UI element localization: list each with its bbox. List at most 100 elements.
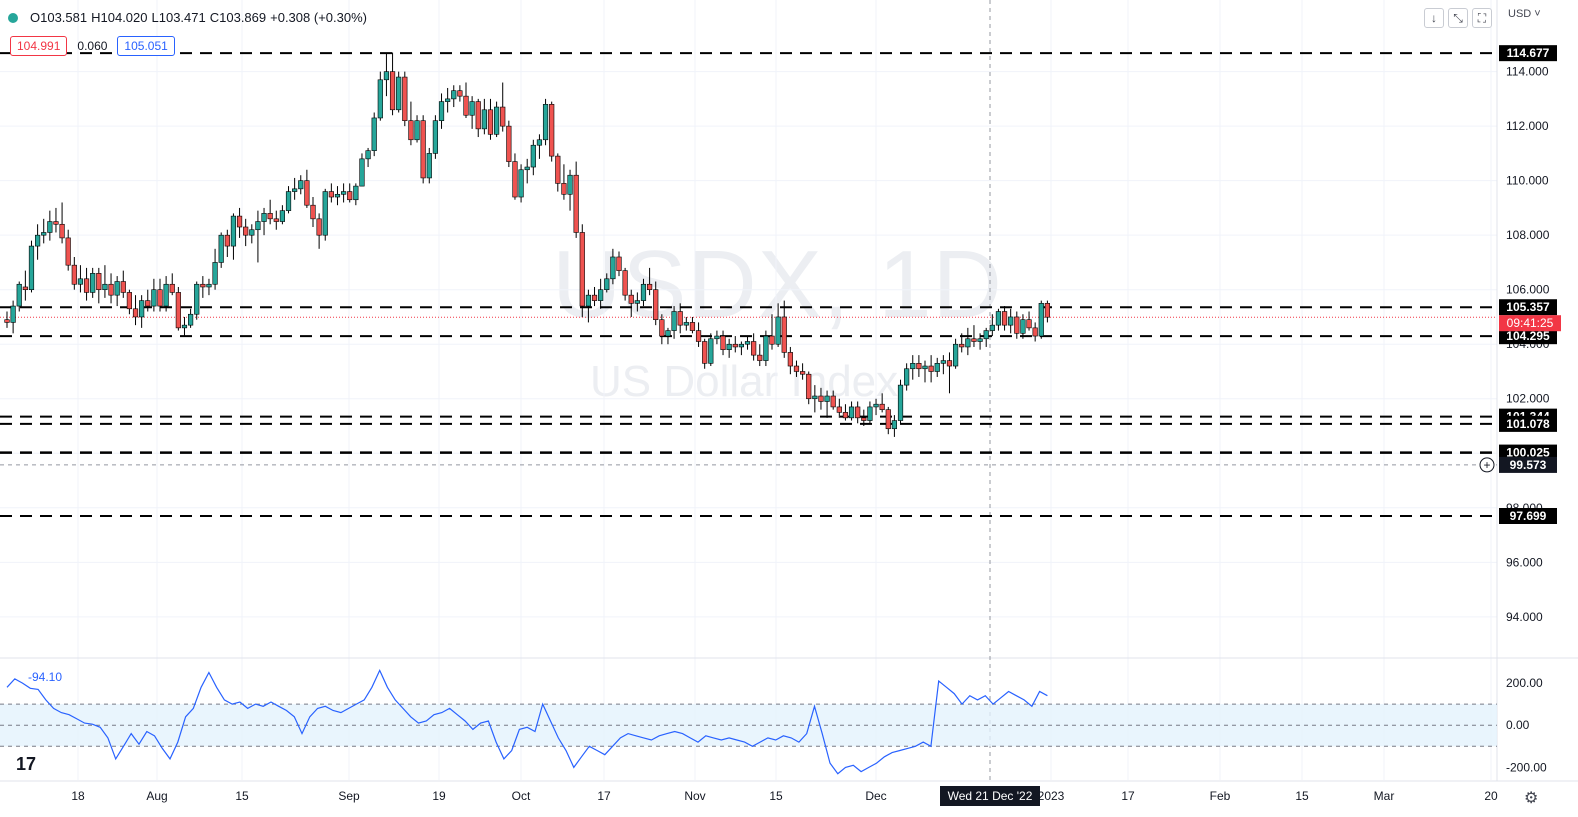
candle <box>175 286 181 331</box>
candle <box>702 338 708 369</box>
candle <box>512 153 518 200</box>
candle-body <box>904 368 910 386</box>
candle-body <box>451 90 457 100</box>
collapse-icon[interactable]: ⤡ <box>1448 8 1468 28</box>
candle <box>738 341 744 356</box>
candle-body <box>867 406 873 421</box>
candle <box>359 153 365 187</box>
candle <box>879 393 885 413</box>
settings-icon[interactable]: ⚙ <box>1524 790 1539 807</box>
y-tick-label: 112.000 <box>1506 119 1549 133</box>
candle-body <box>971 338 977 342</box>
candle <box>71 256 77 290</box>
candle <box>542 98 549 146</box>
candle-body <box>555 155 561 184</box>
candle <box>818 387 824 410</box>
candle-body <box>683 322 689 326</box>
candle <box>806 371 812 405</box>
candle <box>334 186 341 206</box>
buy-price-button[interactable]: 105.051 <box>117 36 175 56</box>
candle-body <box>322 191 328 236</box>
candle-body <box>702 341 708 364</box>
x-tick-label: 18 <box>71 789 85 803</box>
candle-body <box>824 395 830 402</box>
candle-body <box>285 191 292 211</box>
open-value: O103.581 <box>30 10 88 25</box>
candle <box>665 327 671 345</box>
candle-body <box>744 341 751 345</box>
last-price-label-bg <box>1499 315 1561 332</box>
candle <box>989 314 995 337</box>
arrow-down-icon[interactable]: ↓ <box>1424 8 1444 28</box>
candle-body <box>273 218 279 222</box>
candle <box>230 213 237 260</box>
candle <box>500 82 506 132</box>
candle <box>90 267 96 298</box>
candle <box>188 308 194 328</box>
candle-body <box>885 409 891 430</box>
candle-body <box>255 221 261 231</box>
candle-body <box>353 185 359 201</box>
add-alert-icon[interactable] <box>1479 457 1495 473</box>
candle-body <box>738 343 744 348</box>
candle-body <box>463 95 469 116</box>
candle <box>475 98 481 138</box>
candle-body <box>646 283 653 291</box>
candle <box>28 240 35 293</box>
candle-body <box>653 289 659 320</box>
candle-body <box>695 330 702 342</box>
candle <box>659 314 665 345</box>
candle <box>377 71 383 121</box>
candle-body <box>879 403 885 410</box>
x-tick-label: Feb <box>1210 789 1231 803</box>
candle-body <box>347 191 353 201</box>
candle-body <box>952 343 959 367</box>
candle-body <box>995 311 1002 326</box>
candle <box>671 306 677 339</box>
candle-body <box>799 371 806 375</box>
candle <box>451 85 457 108</box>
candle-body <box>438 101 445 121</box>
candle <box>555 153 561 192</box>
candle <box>585 289 591 323</box>
candle-body <box>71 264 77 285</box>
sell-price-button[interactable]: 104.991 <box>10 36 68 56</box>
y-tick-label: 96.000 <box>1506 555 1543 569</box>
level-price-label-bg <box>1499 45 1557 62</box>
x-tick-label: 17 <box>597 789 611 803</box>
candle-body <box>34 234 41 247</box>
candle <box>120 270 126 298</box>
candle <box>53 207 59 233</box>
candle <box>952 338 959 369</box>
candle <box>873 398 879 416</box>
candle-body <box>763 335 769 361</box>
candle <box>365 147 371 168</box>
candle-body <box>848 406 855 419</box>
ohlc-legend: O103.581 H104.020 L103.471 C103.869 +0.3… <box>8 10 367 25</box>
fullscreen-icon[interactable]: ⛶ <box>1472 8 1492 28</box>
candle-body <box>732 343 738 348</box>
candle-body <box>616 256 622 271</box>
candle-body <box>506 125 512 162</box>
candle <box>169 273 175 296</box>
candle-body <box>671 311 677 331</box>
candle-body <box>420 120 426 179</box>
last-price-countdown: 09:41:25 <box>1507 316 1554 330</box>
candle-body <box>432 120 439 154</box>
candle-body <box>188 313 194 326</box>
candle-body <box>640 283 647 301</box>
x-tick-label: Oct <box>512 789 531 803</box>
candle-body <box>983 330 989 340</box>
candle <box>463 82 469 118</box>
currency-selector[interactable]: USD ˅ <box>1508 8 1541 20</box>
candle <box>1038 300 1044 339</box>
candle-body <box>1001 311 1008 326</box>
candle <box>916 355 922 377</box>
x-tick-label: 15 <box>769 789 783 803</box>
candle-body <box>946 360 953 367</box>
candle <box>910 355 916 380</box>
candle-body <box>830 395 836 408</box>
candle-body <box>1008 316 1014 326</box>
